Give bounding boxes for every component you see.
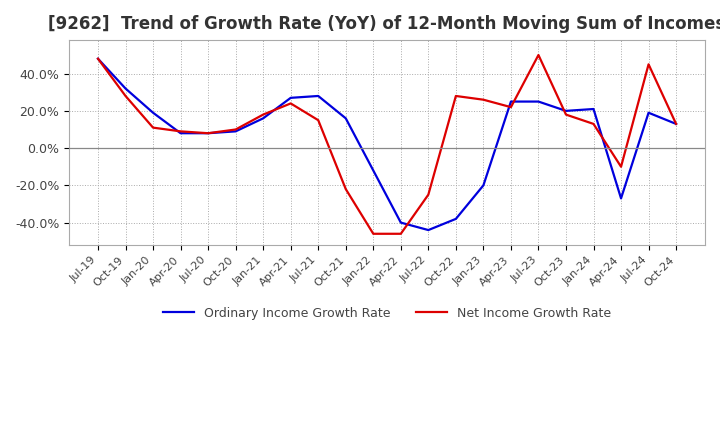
Net Income Growth Rate (231, 127, 240, 132)
Net Income Growth Rate (121, 93, 130, 99)
Ordinary Income Growth Rate (617, 196, 626, 201)
Net Income Growth Rate (341, 187, 350, 192)
Title: [9262]  Trend of Growth Rate (YoY) of 12-Month Moving Sum of Incomes: [9262] Trend of Growth Rate (YoY) of 12-… (48, 15, 720, 33)
Ordinary Income Growth Rate (94, 56, 102, 61)
Legend: Ordinary Income Growth Rate, Net Income Growth Rate: Ordinary Income Growth Rate, Net Income … (158, 302, 616, 325)
Ordinary Income Growth Rate (534, 99, 543, 104)
Net Income Growth Rate (672, 121, 680, 127)
Net Income Growth Rate (479, 97, 487, 103)
Ordinary Income Growth Rate (176, 131, 185, 136)
Net Income Growth Rate (369, 231, 377, 236)
Net Income Growth Rate (534, 52, 543, 58)
Net Income Growth Rate (397, 231, 405, 236)
Net Income Growth Rate (562, 112, 570, 117)
Ordinary Income Growth Rate (397, 220, 405, 225)
Ordinary Income Growth Rate (121, 86, 130, 91)
Ordinary Income Growth Rate (644, 110, 653, 115)
Ordinary Income Growth Rate (259, 116, 268, 121)
Ordinary Income Growth Rate (451, 216, 460, 221)
Ordinary Income Growth Rate (231, 129, 240, 134)
Net Income Growth Rate (176, 129, 185, 134)
Ordinary Income Growth Rate (149, 110, 158, 115)
Ordinary Income Growth Rate (204, 131, 212, 136)
Net Income Growth Rate (94, 56, 102, 61)
Net Income Growth Rate (589, 121, 598, 127)
Line: Ordinary Income Growth Rate: Ordinary Income Growth Rate (98, 59, 676, 230)
Net Income Growth Rate (204, 131, 212, 136)
Ordinary Income Growth Rate (287, 95, 295, 100)
Net Income Growth Rate (259, 112, 268, 117)
Net Income Growth Rate (644, 62, 653, 67)
Ordinary Income Growth Rate (369, 168, 377, 173)
Ordinary Income Growth Rate (589, 106, 598, 112)
Ordinary Income Growth Rate (314, 93, 323, 99)
Net Income Growth Rate (287, 101, 295, 106)
Ordinary Income Growth Rate (507, 99, 516, 104)
Net Income Growth Rate (617, 164, 626, 169)
Ordinary Income Growth Rate (424, 227, 433, 233)
Net Income Growth Rate (149, 125, 158, 130)
Net Income Growth Rate (314, 117, 323, 123)
Ordinary Income Growth Rate (341, 116, 350, 121)
Net Income Growth Rate (507, 105, 516, 110)
Net Income Growth Rate (424, 192, 433, 197)
Net Income Growth Rate (451, 93, 460, 99)
Line: Net Income Growth Rate: Net Income Growth Rate (98, 55, 676, 234)
Ordinary Income Growth Rate (479, 183, 487, 188)
Ordinary Income Growth Rate (672, 121, 680, 127)
Ordinary Income Growth Rate (562, 108, 570, 114)
